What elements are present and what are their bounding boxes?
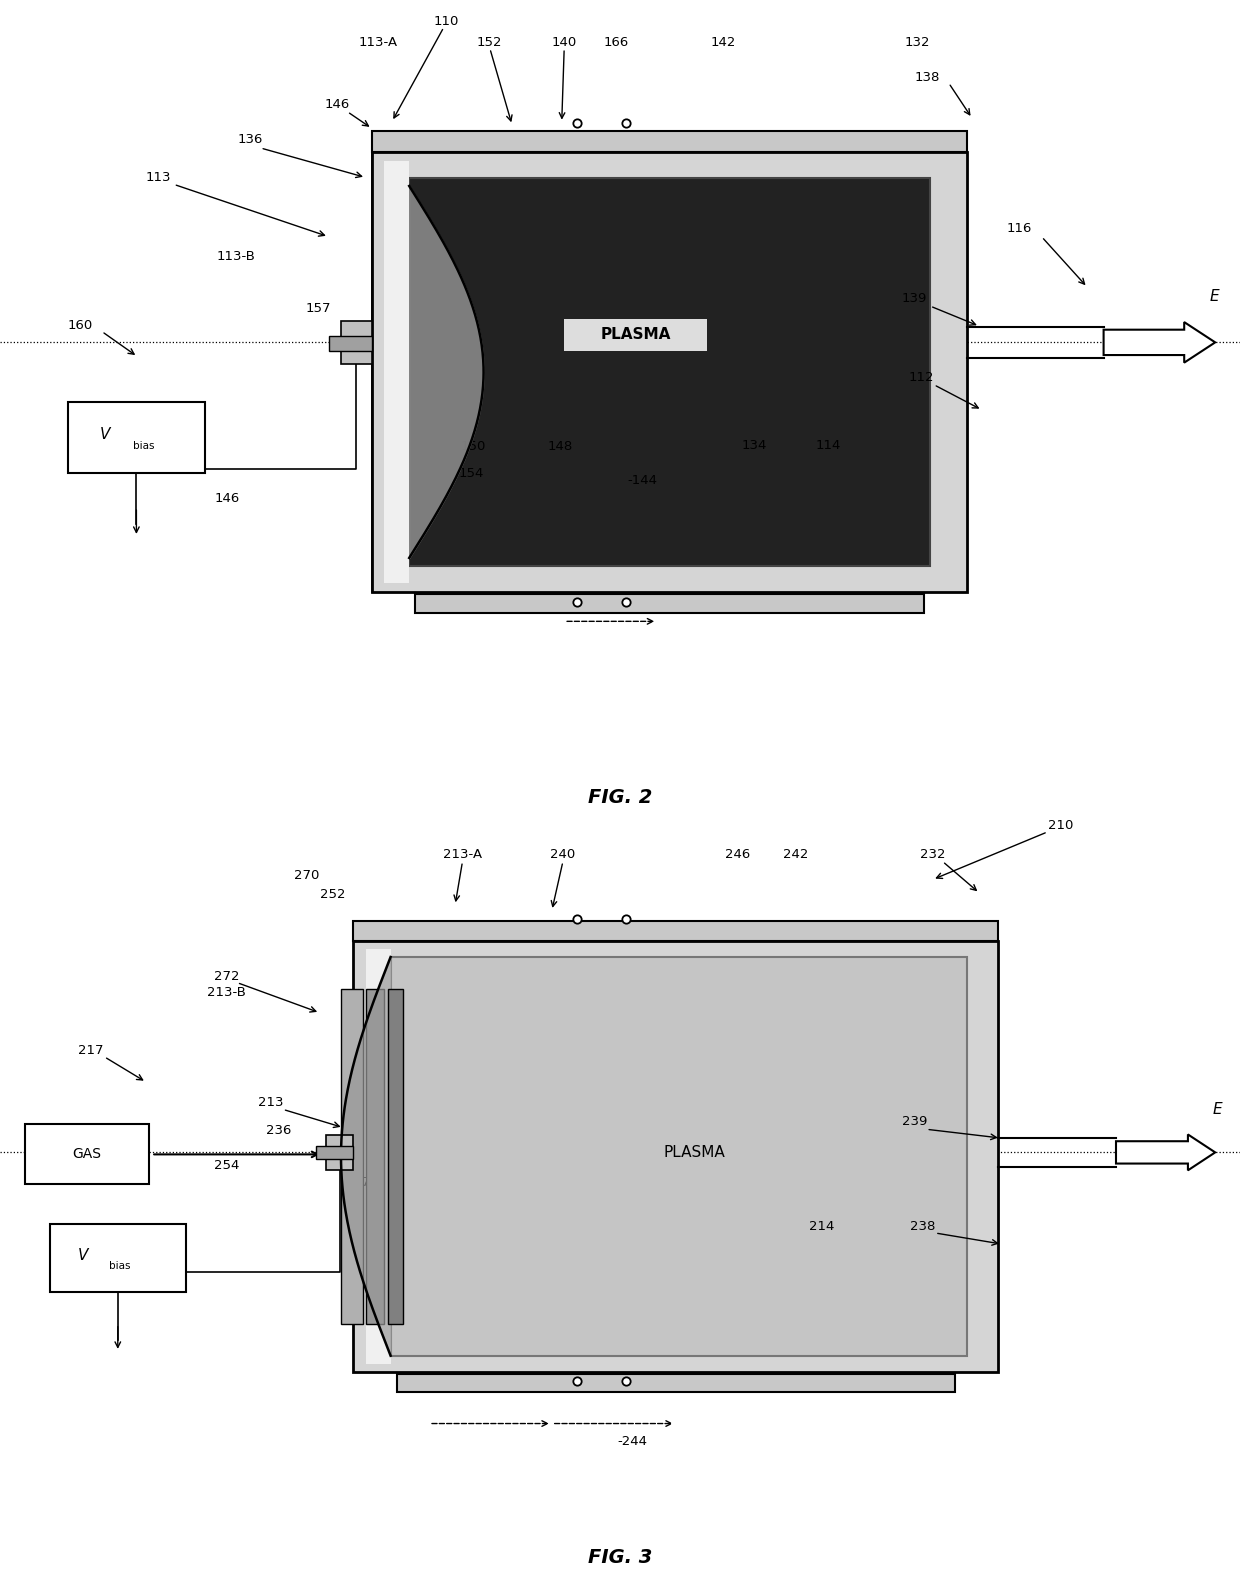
- Text: 114: 114: [816, 439, 841, 451]
- Text: 252: 252: [320, 888, 345, 901]
- Text: bias: bias: [133, 442, 154, 451]
- Text: 139: 139: [901, 292, 926, 305]
- Bar: [341, 989, 363, 1324]
- Text: 113-A: 113-A: [358, 35, 398, 49]
- Text: $E$: $E$: [1209, 287, 1221, 305]
- Text: FIG. 3: FIG. 3: [588, 1549, 652, 1568]
- Bar: [68, 402, 205, 474]
- Text: 113-B: 113-B: [216, 250, 255, 263]
- FancyArrow shape: [1116, 1134, 1215, 1171]
- Bar: [372, 131, 967, 152]
- Bar: [25, 1124, 149, 1183]
- FancyArrow shape: [1104, 322, 1215, 362]
- Text: 238: 238: [910, 1220, 935, 1233]
- Text: 113: 113: [146, 171, 171, 183]
- Text: 210: 210: [1048, 818, 1073, 833]
- Text: $V$: $V$: [99, 426, 113, 442]
- Text: FIG. 2: FIG. 2: [588, 788, 652, 807]
- Text: PLASMA: PLASMA: [663, 1145, 725, 1160]
- Bar: [415, 595, 924, 612]
- Text: 260: 260: [68, 1131, 93, 1145]
- Text: 116: 116: [1007, 222, 1032, 234]
- Bar: [372, 152, 967, 592]
- Text: 138: 138: [915, 72, 940, 85]
- Bar: [564, 319, 707, 351]
- Text: 213-B: 213-B: [207, 986, 247, 1000]
- Text: 146: 146: [325, 99, 350, 112]
- Text: 134: 134: [742, 439, 766, 451]
- Text: 270: 270: [294, 869, 319, 882]
- Text: $V$: $V$: [77, 1247, 91, 1263]
- Text: $E$: $E$: [1211, 1101, 1224, 1116]
- Bar: [50, 1225, 186, 1292]
- Bar: [326, 1136, 353, 1171]
- Text: 140: 140: [552, 35, 577, 49]
- Text: PLASMA: PLASMA: [601, 327, 671, 343]
- Text: 270: 270: [353, 1176, 378, 1190]
- Text: 217: 217: [78, 1043, 103, 1057]
- Text: 110: 110: [434, 14, 459, 27]
- Text: GAS: GAS: [72, 1147, 102, 1161]
- Bar: [384, 161, 409, 584]
- Text: 213-A: 213-A: [443, 849, 482, 861]
- Text: 136: 136: [238, 132, 263, 147]
- Text: 214: 214: [810, 1220, 835, 1233]
- Bar: [366, 949, 391, 1364]
- Text: 112: 112: [909, 372, 934, 384]
- Text: 213: 213: [258, 1096, 283, 1110]
- Text: 146: 146: [215, 493, 239, 506]
- Text: 152: 152: [477, 35, 502, 49]
- Bar: [366, 989, 384, 1324]
- Text: 166: 166: [604, 35, 629, 49]
- Text: 272: 272: [215, 970, 239, 983]
- Bar: [388, 989, 403, 1324]
- Bar: [409, 177, 930, 566]
- Text: 132: 132: [905, 35, 930, 49]
- Text: 240: 240: [551, 849, 575, 861]
- Bar: [397, 1373, 955, 1391]
- Text: 232: 232: [920, 849, 945, 861]
- Bar: [341, 321, 372, 364]
- Text: 236: 236: [267, 1124, 291, 1137]
- Text: -244: -244: [618, 1436, 647, 1448]
- Text: 242: 242: [784, 849, 808, 861]
- Text: 150: 150: [461, 440, 486, 453]
- Text: 254: 254: [215, 1160, 239, 1172]
- Text: bias: bias: [109, 1262, 130, 1271]
- Bar: [391, 957, 967, 1356]
- Bar: [353, 941, 998, 1372]
- Text: 160: 160: [68, 319, 93, 332]
- Bar: [316, 1145, 353, 1158]
- Bar: [353, 922, 998, 941]
- Text: -144: -144: [627, 474, 657, 486]
- Text: 154: 154: [459, 467, 484, 480]
- Text: 142: 142: [711, 35, 735, 49]
- Text: 148: 148: [548, 440, 573, 453]
- Text: 239: 239: [903, 1115, 928, 1128]
- Text: 246: 246: [725, 849, 750, 861]
- Text: 157: 157: [306, 301, 331, 316]
- Bar: [329, 335, 372, 351]
